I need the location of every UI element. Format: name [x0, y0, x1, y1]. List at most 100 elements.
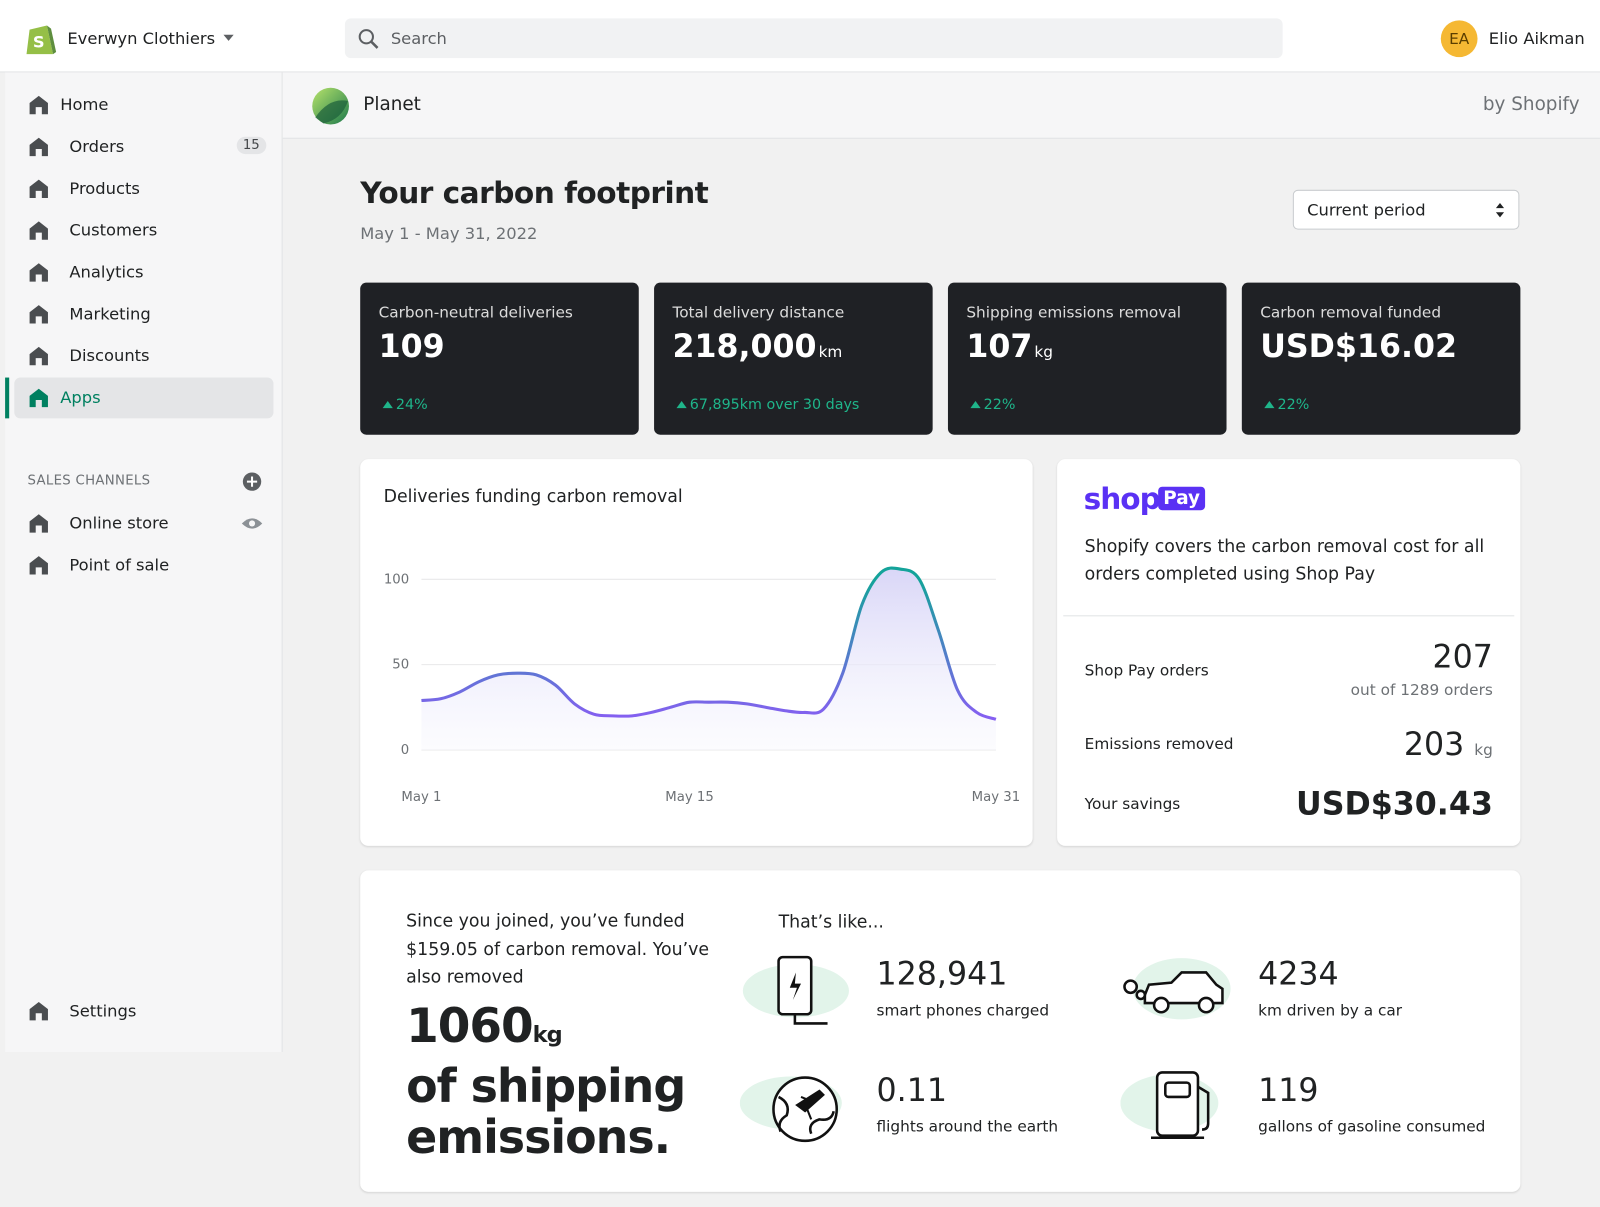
y-tick-label: 50 [392, 658, 409, 673]
metric-card [1241, 282, 1521, 435]
equivalent-label: flights around the earth [876, 1117, 1059, 1136]
period-select-value: Current period [1307, 199, 1426, 220]
nav-icon [29, 263, 48, 282]
summary-intro: Since you joined, you’ve funded $159.05 … [406, 911, 710, 988]
select-arrows [1495, 203, 1505, 218]
nav-icon [29, 388, 48, 408]
gas-pump-icon [1120, 1071, 1219, 1140]
metric-value: 109 [379, 329, 445, 366]
user-name[interactable]: Elio Aikman [1488, 28, 1585, 48]
nav-item[interactable]: Discounts [69, 345, 150, 366]
chart-title: Deliveries funding carbon removal [384, 487, 683, 507]
shop-pay-text: Shopify covers the carbon removal cost f… [1084, 536, 1485, 585]
unit: kg [1034, 342, 1053, 362]
nav-item[interactable]: Home [60, 94, 109, 115]
metric-label: Carbon-neutral deliveries [378, 303, 573, 322]
x-tick-label: May 1 [401, 790, 441, 805]
unit: kg [532, 1022, 563, 1048]
like-heading: That’s like... [778, 912, 884, 933]
nav-item[interactable]: Apps [60, 387, 101, 408]
value: 109 [378, 328, 445, 366]
metric-label: Shipping emissions removal [966, 303, 1181, 322]
change-arrow [382, 401, 393, 409]
y-tick-label: 100 [384, 572, 409, 587]
equivalent-value: 0.11 [876, 1072, 947, 1110]
date-range: May 1 - May 31, 2022 [360, 223, 538, 243]
metric-change: 22% [983, 396, 1016, 414]
nav-icon [29, 179, 48, 198]
nav-icon [29, 137, 48, 157]
nav-item[interactable]: Orders [69, 136, 125, 157]
search-box[interactable] [344, 18, 1283, 59]
row-label: Emissions removed [1084, 734, 1234, 754]
area [421, 568, 996, 750]
metric-value: 218,000 km [672, 329, 842, 366]
metric-label: Carbon removal funded [1260, 303, 1442, 322]
value: USD$16.02 [1260, 328, 1457, 366]
svg-text:S: S [33, 32, 45, 51]
metric-label: Total delivery distance [672, 303, 845, 322]
car-icon [1123, 958, 1231, 1020]
divider [1063, 615, 1515, 617]
nav-icon [29, 95, 48, 115]
metric-card [654, 282, 933, 435]
change-arrow [676, 401, 687, 409]
equivalent-value: 119 [1258, 1072, 1319, 1110]
equivalent-label: km driven by a car [1258, 1001, 1403, 1020]
unit: kg [1474, 740, 1493, 760]
row-value: 207 [1432, 638, 1493, 676]
shop-pay-card [1057, 459, 1521, 846]
shop-pay-badge: Pay [1158, 486, 1206, 511]
line [421, 566, 997, 721]
nav-item[interactable]: Settings [69, 1001, 137, 1021]
add-channel-button[interactable] [242, 471, 262, 491]
summary-amount: 1060kg [406, 998, 563, 1053]
row-label: Your savings [1084, 794, 1181, 814]
metric-card [947, 282, 1227, 435]
equivalent-label: gallons of gasoline consumed [1258, 1117, 1486, 1136]
view-store-icon[interactable] [241, 515, 263, 531]
shop-pay-logo: shop [1083, 481, 1161, 517]
channel-item[interactable]: Online store [69, 513, 169, 533]
value: 203 [1403, 726, 1465, 764]
unit: km [818, 342, 843, 362]
value: 107 [966, 328, 1033, 366]
search-icon [358, 29, 379, 49]
search-placeholder: Search [390, 28, 447, 48]
row-label: Shop Pay orders [1084, 661, 1209, 680]
page-title: Your carbon footprint [360, 175, 709, 211]
sales-channels-heading: SALES CHANNELS [27, 473, 151, 489]
app-author: by Shopify [1482, 93, 1580, 116]
metric-change: 24% [395, 396, 428, 414]
nav-icon [29, 305, 48, 324]
row-value: 203 kg [1404, 727, 1493, 764]
metric-value: USD$16.02 [1260, 329, 1457, 366]
nav-icon [29, 514, 48, 533]
store-name[interactable]: Everwyn Clothiers [67, 28, 216, 48]
nav-item[interactable]: Customers [69, 220, 158, 240]
x-tick-label: May 15 [665, 790, 713, 805]
value: 218,000 [672, 328, 817, 366]
nav-item[interactable]: Marketing [69, 304, 151, 324]
nav-icon [29, 346, 48, 366]
shopify-logo: S [26, 25, 57, 55]
x-tick-label: May 31 [972, 790, 1020, 805]
nav-item[interactable]: Products [69, 178, 140, 198]
period-select[interactable] [1292, 189, 1520, 230]
equivalent-value: 4234 [1258, 956, 1339, 993]
nav-icon [29, 221, 48, 240]
phone-icon [742, 955, 849, 1025]
equivalent-label: smart phones charged [876, 1001, 1050, 1020]
nav-badge: 15 [236, 136, 266, 155]
app-header [282, 72, 1600, 139]
metric-value: 107 kg [966, 329, 1053, 366]
row-value: USD$30.43 [1296, 785, 1493, 823]
metric-change: 22% [1277, 396, 1310, 414]
metric-change: 67,895km over 30 days [689, 396, 860, 414]
nav-item[interactable]: Analytics [69, 262, 144, 282]
equivalent-value: 128,941 [876, 956, 1008, 993]
row-note: out of 1289 orders [1350, 680, 1493, 699]
channel-item[interactable]: Point of sale [69, 555, 170, 575]
avatar[interactable]: EA [1440, 20, 1478, 58]
